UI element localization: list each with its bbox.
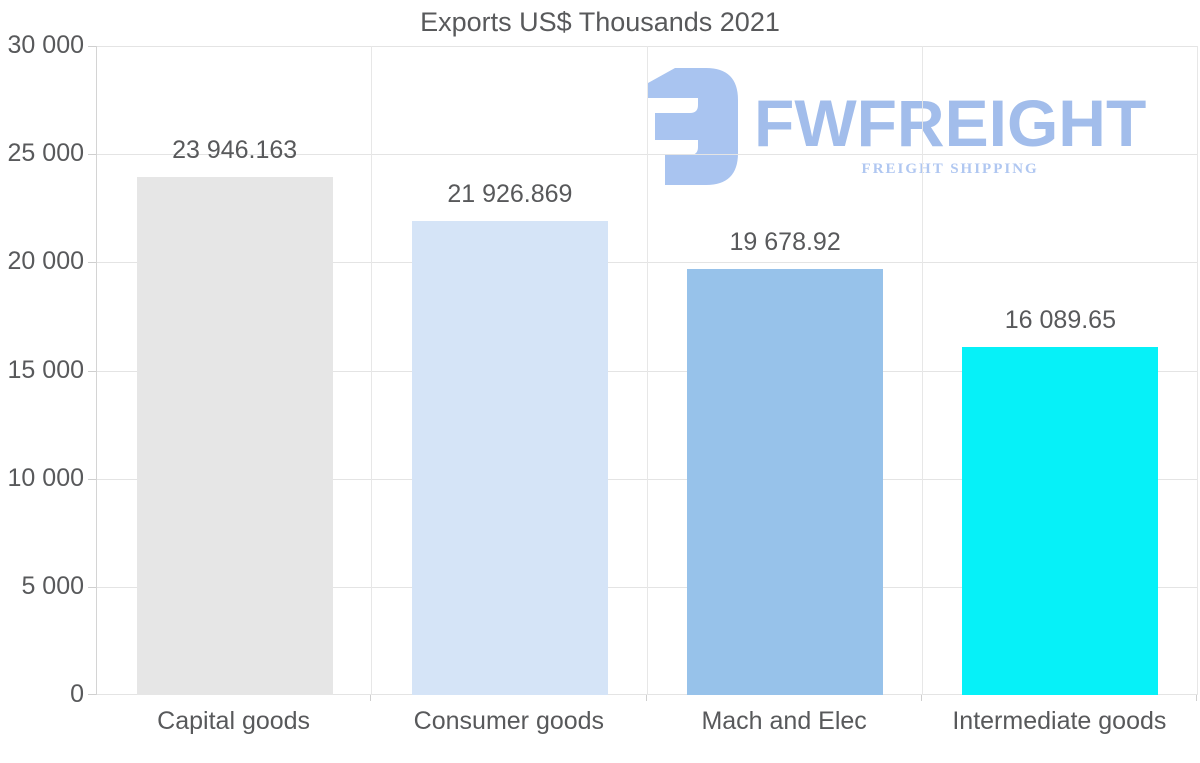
h-gridline-0 [97, 694, 1198, 695]
x-axis-label-capital-goods: Capital goods [157, 707, 311, 735]
x-axis-label-intermediate-goods: Intermediate goods [952, 707, 1167, 735]
bar-intermediate-goods [962, 346, 1159, 695]
logo-tagline: FREIGHT SHIPPING [861, 161, 1039, 177]
v-gridline-4 [1197, 46, 1198, 695]
y-axis-label-15000: 15 000 [7, 355, 84, 384]
h-gridline-5000 [97, 586, 1198, 588]
y-axis-label-10000: 10 000 [7, 463, 84, 492]
x-axis-label-consumer-goods: Consumer goods [413, 707, 605, 735]
x-axis-tick-3 [920, 695, 922, 701]
y-axis-tick-30000 [88, 46, 96, 47]
y-axis-tick-5000 [88, 586, 96, 588]
logo-wordmark: FWFREIGHT [754, 86, 1147, 160]
bar-value-label-consumer-goods: 21 926.869 [447, 179, 573, 208]
chart-title: Exports US$ Thousands 2021 [420, 7, 780, 37]
x-axis-tick-4 [1196, 695, 1197, 701]
bar-value-label-capital-goods: 23 946.163 [172, 135, 298, 164]
bar-value-label-mach-and-elec: 19 678.92 [729, 228, 841, 257]
brand-logo: FWFREIGHT FREIGHT SHIPPING [648, 68, 1146, 185]
y-axis-tick-0 [88, 694, 96, 695]
x-axis-tick-1 [370, 695, 372, 701]
bar-value-label-intermediate-goods: 16 089.65 [1004, 305, 1116, 334]
y-axis-label-25000: 25 000 [7, 139, 84, 168]
y-axis-tick-25000 [88, 154, 96, 156]
h-gridline-25000 [97, 154, 1198, 156]
y-axis-tick-20000 [88, 262, 96, 264]
freight-logo-icon [648, 68, 738, 185]
bar-mach-and-elec [687, 269, 884, 695]
v-gridline-2 [646, 46, 648, 695]
plot-area: 23 946.163 21 926.869 19 678.92 16 089.65 [96, 46, 1198, 695]
y-axis-label-30000: 30 000 [7, 30, 84, 59]
y-axis-label-0: 0 [70, 679, 84, 708]
bar-capital-goods [136, 176, 333, 695]
v-gridline-1 [371, 46, 373, 695]
bar-consumer-goods [411, 220, 608, 695]
y-axis-label-5000: 5 000 [21, 571, 84, 600]
h-gridline-15000 [97, 370, 1198, 372]
h-gridline-20000 [97, 262, 1198, 264]
h-gridline-10000 [97, 478, 1198, 480]
h-gridline-30000 [97, 46, 1198, 47]
logo-text: FWFREIGHT FREIGHT SHIPPING [754, 68, 1146, 178]
y-axis-label-20000: 20 000 [7, 247, 84, 276]
v-gridline-3 [921, 46, 923, 695]
y-axis-tick-15000 [88, 370, 96, 372]
x-axis-label-mach-and-elec: Mach and Elec [701, 707, 867, 735]
y-axis-tick-10000 [88, 478, 96, 480]
x-axis-tick-2 [645, 695, 647, 701]
